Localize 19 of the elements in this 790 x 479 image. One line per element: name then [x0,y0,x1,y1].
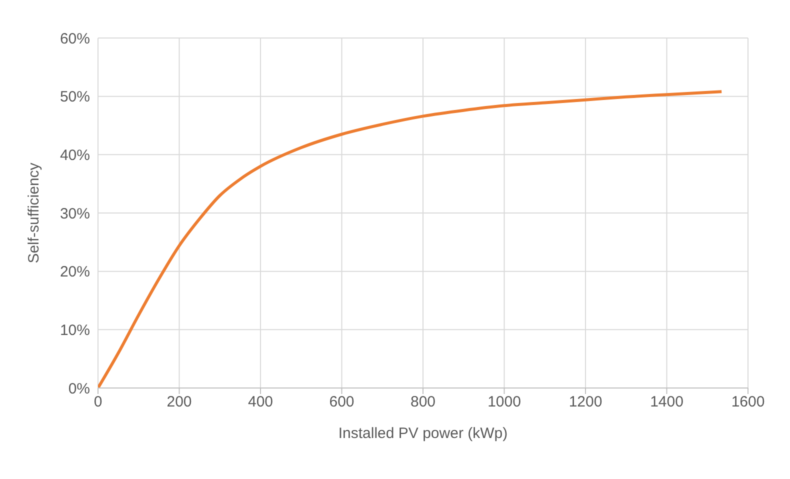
x-tick-label: 1600 [731,394,765,411]
x-tick-label: 1000 [488,394,521,411]
x-tick-label: 600 [329,394,354,411]
y-axis-title: Self-sufficiency [25,162,42,264]
y-tick-label: 30% [60,205,90,222]
x-tick-label: 200 [166,394,192,411]
y-tick-label: 10% [60,322,90,339]
y-tick-label: 60% [60,30,90,48]
x-tick-label: 800 [410,394,436,411]
x-tick-label: 1200 [568,394,602,411]
y-tick-label: 0% [68,380,90,398]
y-tick-label: 40% [60,146,90,164]
line-series [98,90,724,388]
y-tick-label: 50% [60,88,90,106]
x-tick-label: 400 [248,394,274,411]
x-axis-title: Installed PV power (kWp) [338,425,508,442]
x-tick-label: 0 [94,394,102,411]
x-tick-label: 1400 [650,394,684,411]
y-tick-label: 20% [60,264,90,281]
